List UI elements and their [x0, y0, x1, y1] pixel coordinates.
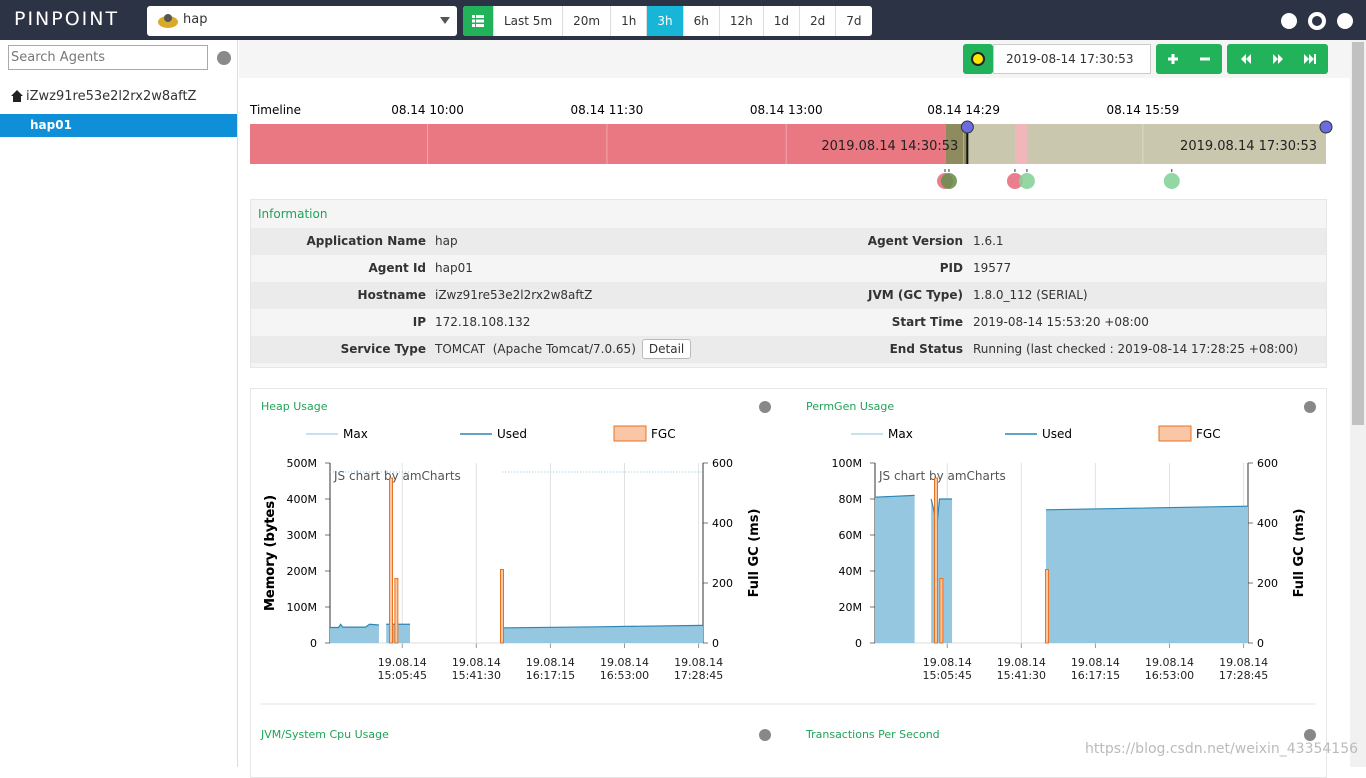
info-label: Agent Id [368, 261, 426, 275]
selection-label: 2019.08.14 14:30:53 [821, 139, 958, 154]
realtime-button[interactable] [963, 44, 993, 74]
application-select[interactable]: hap [147, 6, 457, 36]
info-row: Application Name hap Agent Version 1.6.1 [251, 228, 1326, 255]
sidebar [0, 40, 238, 767]
info-label: Hostname [357, 288, 426, 302]
period-button[interactable]: 1d [762, 6, 799, 36]
search-agents[interactable]: Search Agents [8, 45, 208, 70]
settings-icon[interactable] [1308, 12, 1326, 30]
info-row: Hostname iZwz91re53e2l2rx2w8aftZ JVM (GC T… [251, 282, 1326, 309]
information-title: Information [258, 207, 328, 221]
info-value: 19577 [973, 261, 1012, 275]
application-name: hap [183, 12, 208, 27]
top-bar: PINPOINT hap Last 5m 20m 1h 3h 6h 12h 1d 2d 7d [0, 0, 1366, 40]
timeline-tick-label: 08.14 14:29 [927, 103, 1000, 117]
x-tick-label: 19.08.14 15:41:30 [451, 656, 502, 682]
timeline-segment [967, 124, 1326, 164]
x-tick-label: 19.08.14 15:41:30 [996, 656, 1047, 682]
timeline-segment [945, 124, 968, 164]
x-tick-label: 19.08.14 15:05:45 [922, 656, 972, 682]
info-value: TOMCAT (Apache Tomcat/7.0.65) Detail [435, 339, 692, 359]
event[interactable] [1006, 173, 1023, 189]
x-tick-label: 19.08.14 17:28:45 [673, 656, 724, 682]
event[interactable] [937, 173, 954, 189]
timeline-segment [1014, 124, 1027, 164]
x-tick-label: 19.08.14 16:17:15 [1070, 656, 1121, 682]
timeline-label: Timeline [249, 103, 301, 117]
zoom-buttons[interactable] [1156, 44, 1222, 74]
period-button[interactable]: 7d [835, 6, 871, 36]
host-name[interactable]: iZwz91re53e2l2rx2w8aftZ [26, 89, 197, 104]
help-icon[interactable] [1281, 13, 1297, 29]
info-row: IP 172.18.108.132 Start Time 2019-08-14 15:… [251, 309, 1326, 336]
event[interactable] [1163, 173, 1180, 189]
agent-name: hap01 [30, 118, 72, 132]
info-text: iZwz91re53e2l2rx2w8aftZ [435, 288, 593, 302]
timeline-segment [250, 124, 946, 164]
timeline-tick-label: 08.14 13:00 [750, 103, 823, 117]
scrollbar[interactable] [1350, 40, 1366, 767]
select-caret [440, 17, 450, 24]
info-label: JVM (GC Type) [868, 288, 963, 302]
selection-handle[interactable] [1319, 120, 1333, 134]
x-tick-label: 19.08.14 17:28:45 [1218, 656, 1269, 682]
x-tick-label: 19.08.14 16:53:00 [1144, 656, 1195, 682]
info-text: hap01 [435, 261, 473, 275]
timeline-tick-label: 08.14 15:59 [1107, 103, 1180, 117]
charts-panel [250, 388, 1327, 778]
period-buttons: Last 5m 20m 1h 3h 6h 12h 1d 2d 7d [463, 6, 872, 36]
info-text: 172.18.108.132 [435, 315, 531, 329]
info-label: Application Name [306, 234, 426, 248]
info-label: Start Time [891, 315, 963, 329]
agent-item[interactable]: hap01 [0, 114, 237, 137]
x-tick-label: 19.08.14 16:53:00 [599, 656, 650, 682]
x-tick-label: 19.08.14 16:17:15 [525, 656, 576, 682]
info-text: hap [435, 234, 458, 248]
info-value: hap [435, 234, 458, 248]
info-row: Service Type TOMCAT (Apache Tomcat/7.0.65… [251, 336, 1326, 363]
info-label: Service Type [340, 342, 426, 356]
nav-buttons [1156, 44, 1328, 74]
selection-handle[interactable] [960, 120, 974, 134]
period-button[interactable]: 1h [610, 6, 646, 36]
period-button[interactable]: 2d [799, 6, 835, 36]
timeline-tick-label: 08.14 10:00 [391, 103, 464, 117]
github-icon[interactable] [1337, 13, 1353, 29]
info-text: TOMCAT (Apache Tomcat/7.0.65) [435, 342, 636, 356]
selection-label: 2019.08.14 17:30:53 [1180, 139, 1317, 154]
period-button[interactable]: 12h [718, 6, 763, 36]
range-button[interactable] [463, 6, 493, 36]
info-label: PID [939, 261, 963, 275]
home-icon [11, 90, 23, 102]
info-value: 1.8.0_112 (SERIAL) [973, 288, 1088, 302]
info-value: 172.18.108.132 [435, 315, 530, 329]
info-label: End Status [889, 342, 963, 356]
period-button[interactable]: Last 5m [493, 6, 562, 36]
datetime-input[interactable]: 2019-08-14 17:30:53 [993, 44, 1151, 74]
info-value: iZwz91re53e2l2rx2w8aftZ [435, 288, 592, 302]
info-value: Running (last checked : 2019-08-14 17:28… [973, 342, 1299, 356]
event[interactable] [940, 173, 957, 189]
x-tick-label: 19.08.14 15:05:45 [377, 656, 427, 682]
info-label: Agent Version [867, 234, 963, 248]
info-value: 2019-08-14 15:53:20 +08:00 [973, 315, 1149, 329]
app-icon [158, 14, 178, 28]
event[interactable] [1018, 173, 1035, 189]
period-button[interactable]: 3h [646, 6, 683, 36]
detail-button[interactable]: Detail [641, 339, 692, 359]
period-button[interactable]: 6h [682, 6, 719, 36]
info-row: Agent Id hap01 PID 19577 [251, 255, 1326, 282]
logo[interactable]: PINPOINT [14, 8, 120, 30]
help-icon[interactable] [216, 50, 232, 66]
info-label: IP [412, 315, 426, 329]
info-value: 1.6.1 [973, 234, 1004, 248]
info-value: hap01 [435, 261, 473, 275]
top-icons [1281, 12, 1353, 30]
period-button[interactable]: 20m [562, 6, 610, 36]
timeline-tick-label: 08.14 11:30 [571, 103, 644, 117]
